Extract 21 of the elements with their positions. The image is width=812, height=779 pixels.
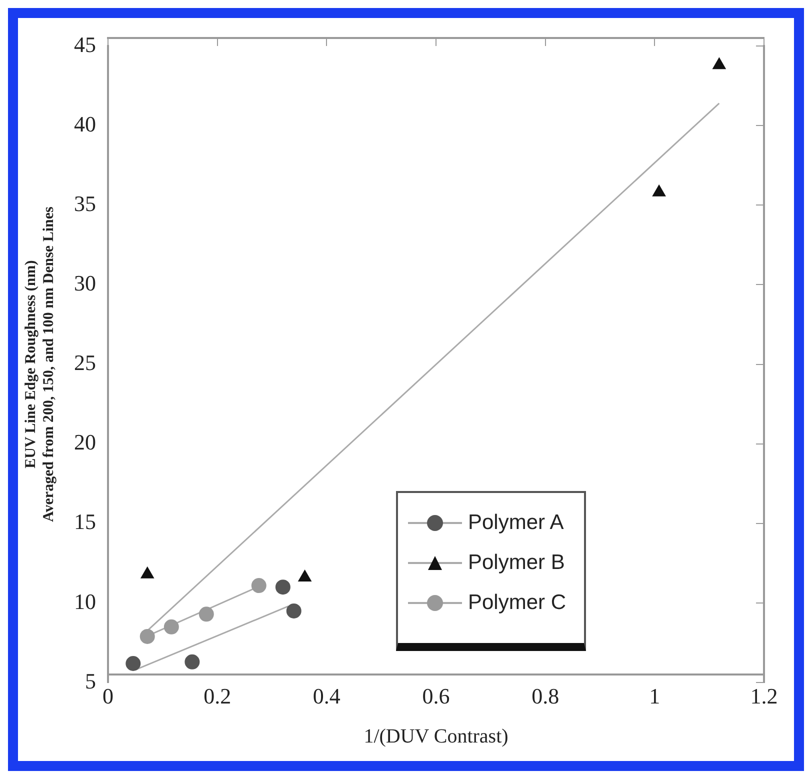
y-tick-label: 25 bbox=[74, 350, 96, 376]
y-tick-label: 10 bbox=[74, 588, 96, 614]
x-tick-label: 1 bbox=[649, 684, 660, 709]
y-tick-label: 20 bbox=[74, 430, 96, 455]
x-tick-label: 0.4 bbox=[312, 684, 340, 709]
y-tick-label: 45 bbox=[74, 32, 96, 57]
y-tick-label: 40 bbox=[74, 111, 96, 136]
y-tick-label: 5 bbox=[85, 668, 96, 694]
legend-label: Polymer C bbox=[468, 591, 566, 615]
x-axis-title: 1/(DUV Contrast) bbox=[364, 725, 508, 748]
legend-label: Polymer A bbox=[468, 511, 564, 535]
x-tick-label: 0.6 bbox=[422, 684, 450, 709]
y-tick-label: 15 bbox=[74, 509, 96, 534]
y-tick-label: 30 bbox=[74, 270, 96, 296]
y-tick-label: 35 bbox=[74, 190, 96, 216]
x-tick-label: 1.2 bbox=[750, 684, 778, 709]
y-axis-title: EUV Line Edge Roughness (nm) Averaged from 200, 150, and 100 nm Dense Lines bbox=[22, 206, 57, 522]
x-tick-label: 0.8 bbox=[532, 684, 560, 709]
legend-label: Polymer B bbox=[468, 551, 565, 575]
x-tick-label: 0 bbox=[102, 684, 114, 709]
x-tick-label: 0.2 bbox=[204, 684, 232, 709]
